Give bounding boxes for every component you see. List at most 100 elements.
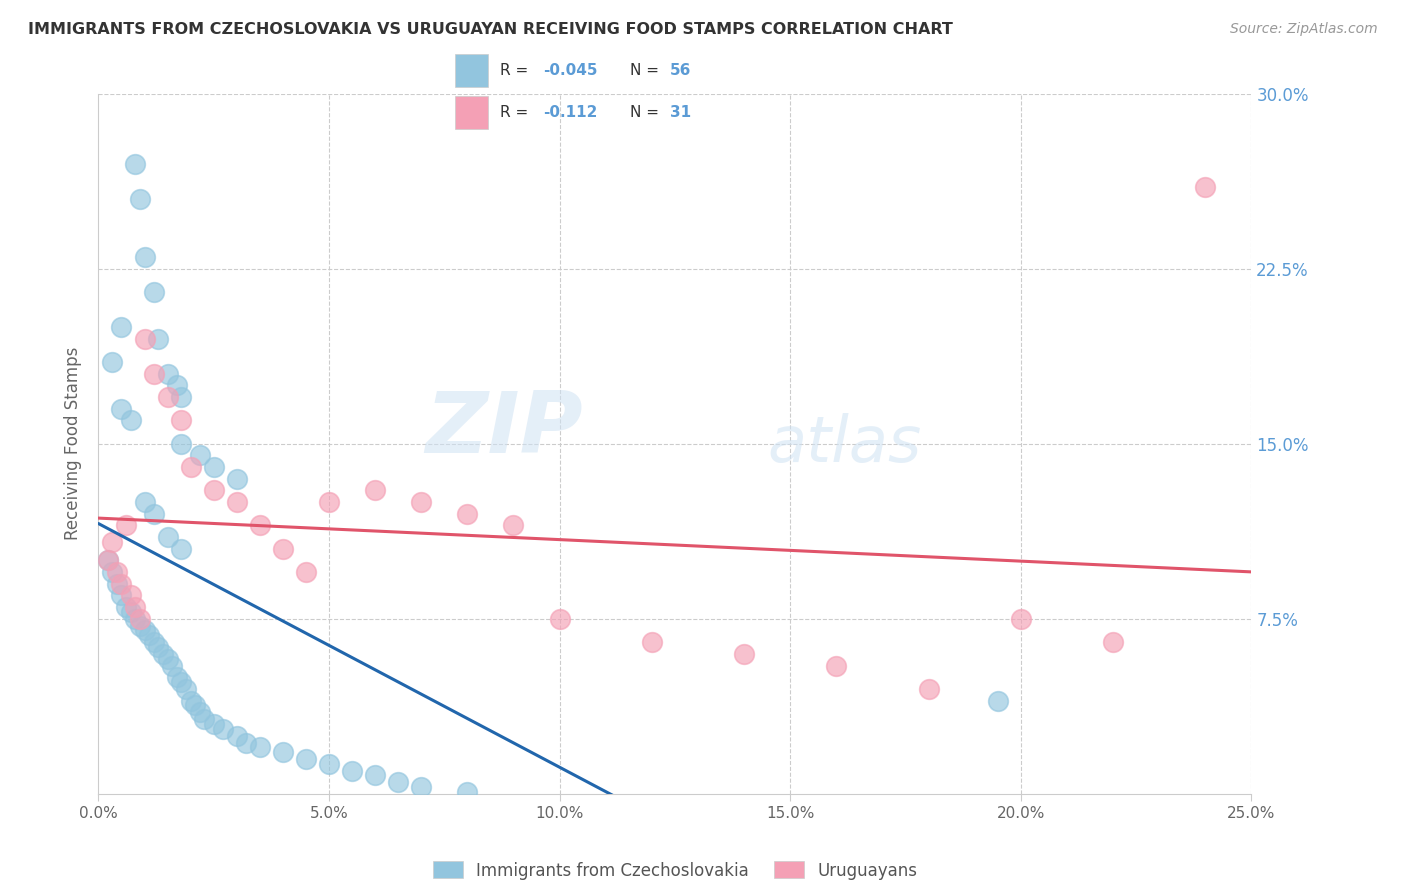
Point: [129, 619, 152, 633]
Point: [917, 681, 939, 696]
Point: [318, 495, 340, 509]
Point: [124, 612, 146, 626]
Point: [97, 553, 120, 567]
Point: [456, 784, 478, 798]
Point: [160, 658, 183, 673]
Point: [1010, 612, 1032, 626]
Point: [124, 600, 146, 615]
Point: [502, 518, 524, 533]
Point: [101, 355, 124, 369]
Point: [174, 681, 197, 696]
Point: [188, 705, 211, 719]
Point: [411, 495, 433, 509]
Y-axis label: Receiving Food Stamps: Receiving Food Stamps: [65, 347, 83, 541]
Point: [110, 576, 132, 591]
Point: [364, 768, 387, 782]
Point: [987, 693, 1010, 707]
Point: [295, 752, 318, 766]
Point: [101, 534, 124, 549]
Point: [733, 647, 755, 661]
Point: [156, 651, 179, 665]
Point: [825, 658, 848, 673]
Text: atlas: atlas: [768, 413, 921, 475]
Point: [148, 332, 170, 346]
Point: [115, 518, 138, 533]
Point: [156, 390, 179, 404]
Point: [105, 565, 128, 579]
Point: [142, 285, 165, 299]
Point: [120, 605, 142, 619]
Point: [225, 729, 247, 743]
Point: [134, 332, 156, 346]
Point: [142, 635, 165, 649]
Point: [1102, 635, 1125, 649]
Text: R =: R =: [501, 105, 538, 120]
Point: [340, 764, 363, 778]
Point: [271, 541, 294, 556]
Point: [120, 413, 142, 427]
Point: [249, 518, 271, 533]
Text: IMMIGRANTS FROM CZECHOSLOVAKIA VS URUGUAYAN RECEIVING FOOD STAMPS CORRELATION CH: IMMIGRANTS FROM CZECHOSLOVAKIA VS URUGUA…: [28, 22, 953, 37]
Point: [364, 483, 387, 498]
Point: [180, 693, 202, 707]
Point: [105, 576, 128, 591]
Text: -0.045: -0.045: [543, 62, 598, 78]
Point: [156, 530, 179, 544]
Point: [193, 712, 215, 726]
Point: [152, 647, 174, 661]
Point: [129, 612, 152, 626]
Point: [318, 756, 340, 771]
Point: [148, 640, 170, 654]
Text: 56: 56: [669, 62, 690, 78]
Point: [295, 565, 318, 579]
Point: [134, 624, 156, 638]
Point: [170, 390, 193, 404]
Point: [170, 674, 193, 689]
Point: [1194, 180, 1216, 194]
Point: [235, 735, 257, 749]
FancyBboxPatch shape: [456, 96, 488, 129]
Point: [110, 589, 132, 603]
Point: [271, 745, 294, 759]
Point: [138, 628, 160, 642]
Text: N =: N =: [630, 105, 664, 120]
Point: [202, 717, 225, 731]
Point: [115, 600, 138, 615]
Point: [411, 780, 433, 794]
Text: R =: R =: [501, 62, 533, 78]
Point: [225, 472, 247, 486]
Point: [184, 698, 207, 713]
Point: [548, 612, 571, 626]
Point: [142, 507, 165, 521]
Point: [212, 722, 235, 736]
Point: [156, 367, 179, 381]
Point: [249, 740, 271, 755]
FancyBboxPatch shape: [456, 54, 488, 87]
Point: [97, 553, 120, 567]
Point: [387, 775, 409, 789]
Point: [170, 436, 193, 450]
Text: ZIP: ZIP: [425, 388, 582, 471]
Text: 31: 31: [669, 105, 690, 120]
Point: [124, 156, 146, 170]
Text: Source: ZipAtlas.com: Source: ZipAtlas.com: [1230, 22, 1378, 37]
Point: [142, 367, 165, 381]
Text: -0.112: -0.112: [543, 105, 598, 120]
Point: [166, 378, 188, 392]
Point: [134, 250, 156, 264]
Point: [134, 495, 156, 509]
Point: [170, 541, 193, 556]
Text: N =: N =: [630, 62, 664, 78]
Point: [180, 460, 202, 475]
Point: [202, 460, 225, 475]
Point: [110, 401, 132, 416]
Point: [170, 413, 193, 427]
Point: [456, 507, 478, 521]
Point: [188, 449, 211, 463]
Point: [641, 635, 664, 649]
Point: [202, 483, 225, 498]
Point: [166, 670, 188, 684]
Point: [225, 495, 247, 509]
Point: [129, 192, 152, 206]
Point: [110, 320, 132, 334]
